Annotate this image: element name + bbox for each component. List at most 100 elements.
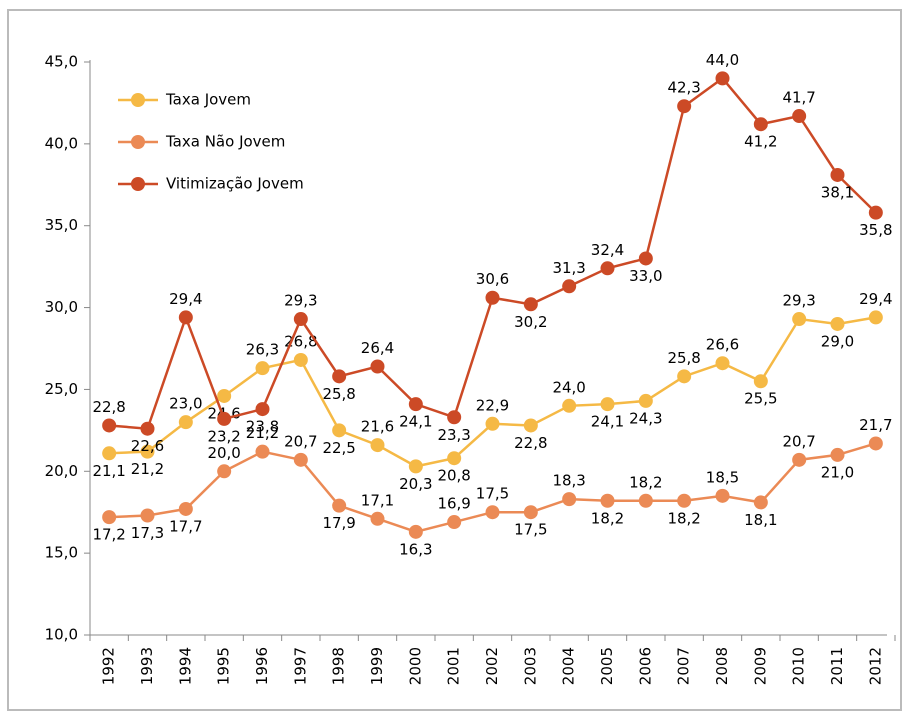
data-point	[792, 109, 807, 124]
data-point	[140, 421, 155, 436]
x-tick-label: 1994	[176, 647, 194, 685]
data-point	[485, 416, 500, 431]
data-label: 26,6	[706, 336, 739, 354]
data-label: 21,1	[92, 462, 125, 480]
data-point	[332, 369, 347, 384]
data-label: 24,1	[591, 413, 624, 431]
data-point	[447, 515, 462, 530]
data-point	[523, 505, 538, 520]
data-point	[830, 167, 845, 182]
data-point	[140, 444, 155, 459]
data-label: 31,3	[552, 259, 585, 277]
data-label: 18,2	[667, 509, 700, 527]
data-point	[408, 524, 423, 539]
data-label: 44,0	[706, 51, 739, 69]
data-label: 25,8	[322, 385, 355, 403]
data-point	[178, 501, 193, 516]
x-tick-label: 1997	[291, 647, 309, 685]
data-point	[753, 117, 768, 132]
x-tick-label: 1998	[330, 647, 348, 685]
data-label: 20,7	[284, 432, 317, 450]
y-tick-label: 20,0	[45, 462, 78, 480]
y-tick-label: 40,0	[45, 134, 78, 152]
x-tick-label: 2005	[598, 647, 616, 685]
data-point	[255, 402, 270, 417]
data-point	[217, 411, 232, 426]
data-point	[140, 508, 155, 523]
data-label: 16,3	[399, 540, 432, 558]
x-tick-label: 2004	[560, 647, 578, 685]
x-tick-label: 1996	[253, 647, 271, 685]
data-point	[562, 398, 577, 413]
data-point	[293, 352, 308, 367]
data-point	[255, 444, 270, 459]
data-label: 26,4	[361, 339, 394, 357]
data-point	[332, 423, 347, 438]
data-point	[600, 397, 615, 412]
data-point	[715, 488, 730, 503]
data-point	[868, 205, 883, 220]
y-tick-label: 45,0	[45, 53, 78, 71]
data-label: 22,8	[514, 434, 547, 452]
data-label: 29,3	[284, 292, 317, 310]
data-point	[830, 316, 845, 331]
legend-label: Taxa Não Jovem	[165, 133, 285, 151]
legend-marker	[131, 135, 145, 149]
data-label: 42,3	[667, 79, 700, 97]
data-point	[753, 374, 768, 389]
data-label: 16,9	[437, 495, 470, 513]
x-tick-label: 2012	[866, 647, 884, 685]
x-tick-label: 1995	[215, 647, 233, 685]
data-point	[102, 446, 117, 461]
data-label: 41,7	[782, 89, 815, 107]
x-tick-label: 2009	[751, 647, 769, 685]
data-label: 22,9	[476, 396, 509, 414]
data-label: 24,3	[629, 409, 662, 427]
data-label: 29,4	[169, 290, 202, 308]
y-tick-label: 35,0	[45, 216, 78, 234]
data-label: 20,3	[399, 475, 432, 493]
data-point	[370, 511, 385, 526]
data-point	[792, 312, 807, 327]
data-label: 22,6	[131, 437, 164, 455]
x-tick-label: 1993	[138, 647, 156, 685]
data-label: 29,3	[782, 292, 815, 310]
data-point	[447, 451, 462, 466]
data-label: 18,2	[629, 473, 662, 491]
data-point	[523, 418, 538, 433]
data-label: 18,1	[744, 511, 777, 529]
data-point	[638, 493, 653, 508]
data-label: 22,5	[322, 439, 355, 457]
data-point	[562, 492, 577, 507]
data-label: 29,4	[859, 290, 892, 308]
data-point	[677, 369, 692, 384]
data-label: 35,8	[859, 221, 892, 239]
data-point	[370, 359, 385, 374]
y-tick-label: 25,0	[45, 380, 78, 398]
data-label: 17,5	[514, 521, 547, 539]
y-tick-label: 10,0	[45, 626, 78, 644]
legend-marker	[131, 177, 145, 191]
data-point	[293, 452, 308, 467]
data-point	[447, 410, 462, 425]
data-point	[753, 495, 768, 510]
data-label: 22,8	[92, 398, 125, 416]
data-point	[715, 71, 730, 86]
data-label: 38,1	[821, 183, 854, 201]
data-point	[102, 418, 117, 433]
legend-label: Taxa Jovem	[165, 91, 251, 109]
x-tick-label: 1999	[368, 647, 386, 685]
data-label: 33,0	[629, 267, 662, 285]
data-point	[562, 279, 577, 294]
data-point	[638, 393, 653, 408]
data-label: 18,3	[552, 472, 585, 490]
data-label: 30,2	[514, 313, 547, 331]
data-label: 21,2	[131, 460, 164, 478]
chart-frame	[7, 9, 902, 711]
data-label: 21,7	[859, 416, 892, 434]
data-label: 21,2	[246, 424, 279, 442]
data-point	[830, 447, 845, 462]
data-label: 23,8	[246, 418, 279, 436]
data-point	[485, 290, 500, 305]
